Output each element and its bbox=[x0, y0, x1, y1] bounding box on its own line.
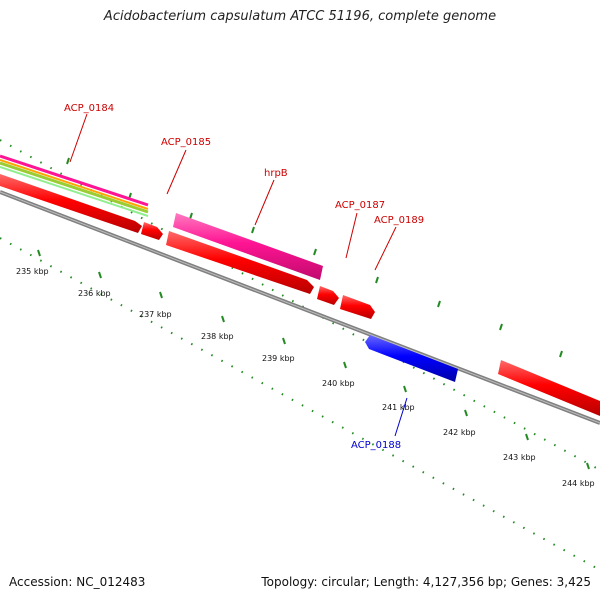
scale-label: 242 kbp bbox=[443, 428, 476, 437]
gene-acp0186[interactable] bbox=[166, 231, 314, 294]
gene-acp0187[interactable] bbox=[317, 286, 339, 305]
gene-labels: ACP_0184 ACP_0185 hrpB ACP_0187 ACP_0189… bbox=[64, 103, 424, 451]
gene-acp0185[interactable] bbox=[141, 222, 163, 240]
label-acp0187: ACP_0187 bbox=[335, 200, 385, 211]
scale-label: 236 kbp bbox=[78, 289, 111, 298]
label-acp0188: ACP_0188 bbox=[351, 440, 401, 451]
genome-backbone bbox=[0, 190, 600, 425]
scale-label: 238 kbp bbox=[201, 332, 234, 341]
feature-tracks bbox=[0, 154, 149, 217]
scale-label: 243 kbp bbox=[503, 453, 536, 462]
scale-label: 237 kbp bbox=[139, 310, 172, 319]
gene-right[interactable] bbox=[498, 360, 600, 416]
gene-acp0184[interactable] bbox=[0, 174, 142, 233]
label-hrpb: hrpB bbox=[264, 168, 288, 179]
scale-label: 241 kbp bbox=[382, 403, 415, 412]
gene-hrpb[interactable] bbox=[173, 213, 323, 280]
topology-info: Topology: circular; Length: 4,127,356 bp… bbox=[261, 575, 591, 589]
inner-major-ticks bbox=[37, 249, 590, 470]
scale-label: 244 kbp bbox=[562, 479, 595, 488]
map-title: Acidobacterium capsulatum ATCC 51196, co… bbox=[103, 9, 497, 24]
label-acp0185: ACP_0185 bbox=[161, 137, 211, 148]
accession-info: Accession: NC_012483 bbox=[9, 575, 146, 589]
scale-label: 239 kbp bbox=[262, 354, 295, 363]
label-leaders bbox=[69, 113, 408, 437]
label-acp0184: ACP_0184 bbox=[64, 103, 114, 114]
gene-acp0188[interactable] bbox=[365, 335, 458, 382]
scale-label: 235 kbp bbox=[16, 267, 49, 276]
gene-acp0189[interactable] bbox=[340, 295, 375, 319]
scale-label: 240 kbp bbox=[322, 379, 355, 388]
outer-major-ticks bbox=[66, 157, 563, 358]
scale-labels: 235 kbp 236 kbp 237 kbp 238 kbp 239 kbp … bbox=[16, 267, 595, 488]
label-acp0189: ACP_0189 bbox=[374, 215, 424, 226]
